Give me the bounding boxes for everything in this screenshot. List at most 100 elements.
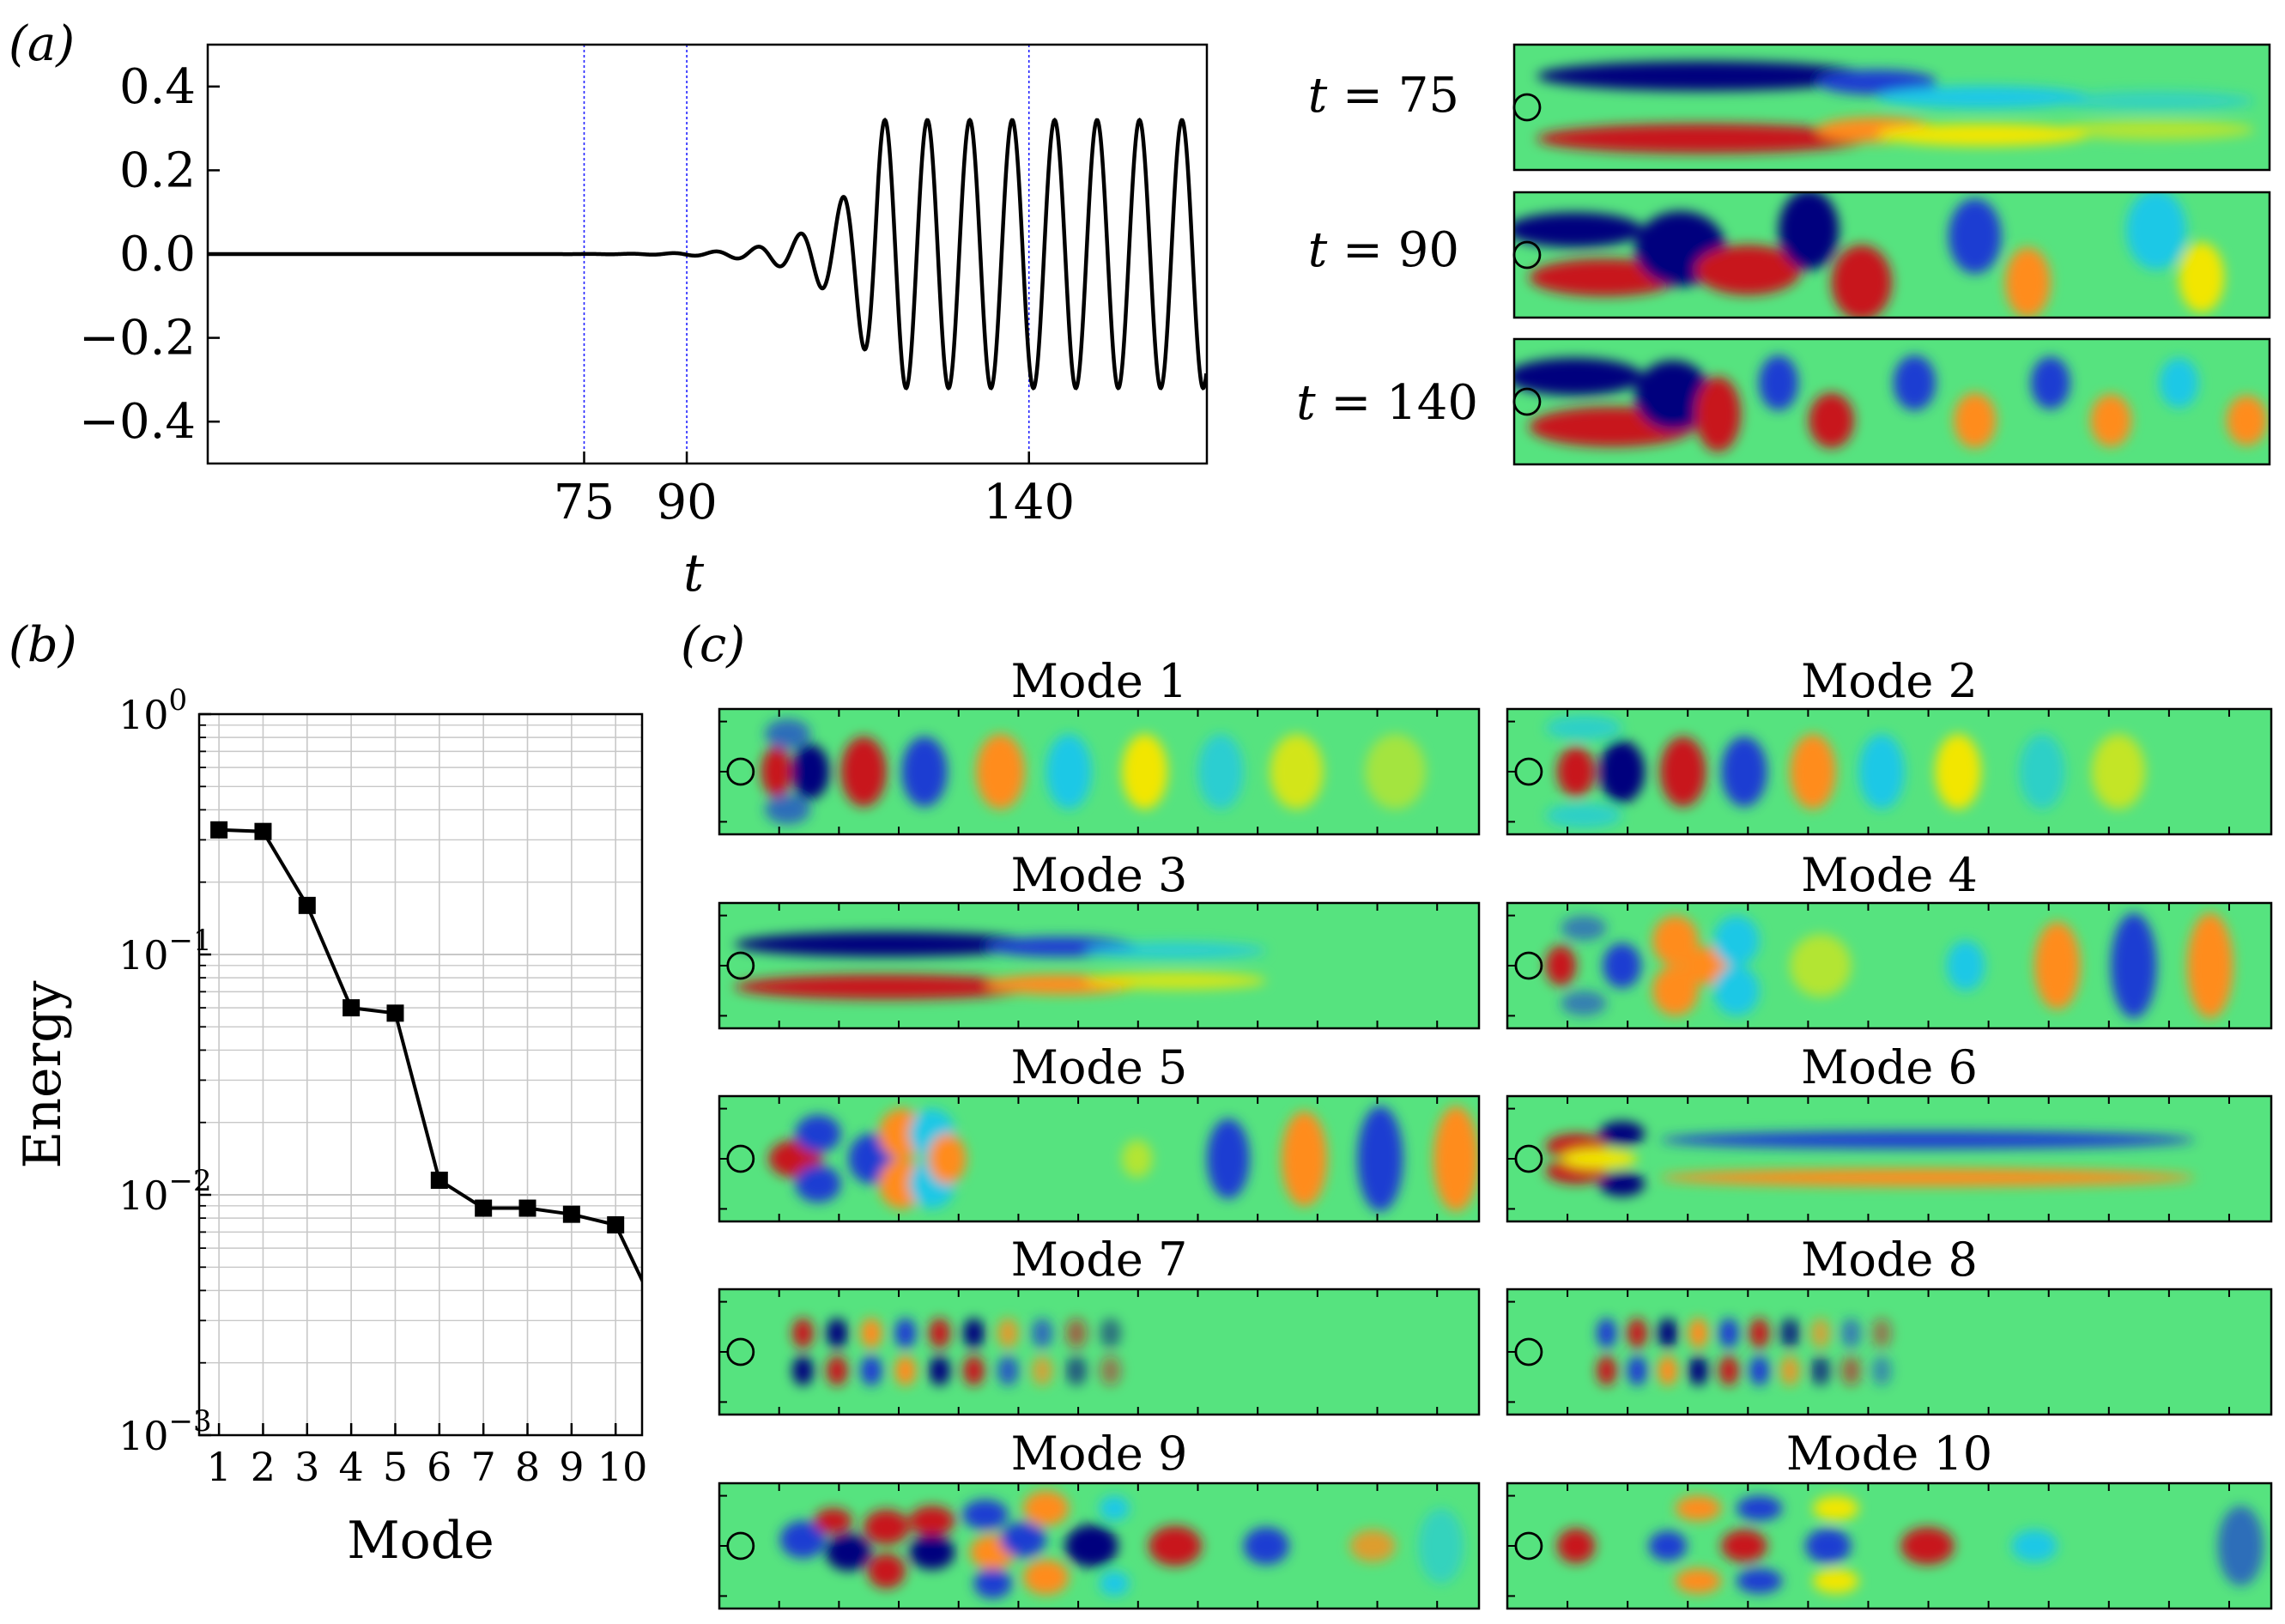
vortex-blob — [894, 1318, 917, 1348]
vortex-blob — [1779, 1355, 1800, 1386]
vortex-blob — [826, 1355, 848, 1386]
vortex-blob — [1660, 1168, 2195, 1187]
energy-marker — [342, 999, 361, 1017]
vortex-blob — [2179, 242, 2225, 313]
vortex-blob — [1718, 1355, 1739, 1386]
mode-title: Mode 5 — [1011, 1040, 1188, 1094]
vortex-blob — [929, 1355, 951, 1386]
y-tick-label: −0.4 — [79, 394, 196, 450]
vortex-blob — [1065, 1355, 1088, 1386]
vortex-blob — [1100, 1355, 1122, 1386]
x-tick-label: 2 — [251, 1444, 276, 1490]
vortex-blob — [765, 718, 811, 749]
vortex-blob — [2125, 192, 2187, 270]
energy-marker — [475, 1199, 493, 1217]
vortex-blob — [1603, 942, 1641, 989]
vortex-blob — [1648, 1530, 1688, 1561]
vortex-blob — [1652, 966, 1699, 1016]
vortex-blob — [2091, 734, 2146, 809]
vortex-blob — [1598, 1171, 1646, 1197]
vortex-blob — [1876, 86, 2088, 109]
cylinder-outline — [1514, 757, 1543, 786]
mode-title: Mode 6 — [1801, 1040, 1978, 1094]
cylinder-outline — [1512, 240, 1542, 270]
vortex-blob — [928, 1133, 967, 1185]
vortex-blob — [1790, 934, 1852, 997]
vortex-blob — [1627, 1318, 1647, 1348]
snapshot-field — [1512, 43, 2271, 172]
vortex-blob — [765, 794, 811, 825]
field-background — [719, 903, 1479, 1028]
vortex-blob — [2058, 119, 2255, 140]
vortex-blob — [1660, 736, 1706, 807]
energy-marker — [607, 1215, 625, 1233]
vortex-blob — [795, 1165, 841, 1203]
vortex-blob — [1634, 360, 1711, 431]
energy-marker — [210, 821, 228, 839]
vortex-blob — [1418, 1508, 1464, 1584]
vortex-blob — [1871, 1355, 1892, 1386]
vortex-blob — [1675, 1495, 1722, 1521]
vortex-blob — [2019, 734, 2065, 809]
vortex-blob — [1556, 746, 1596, 797]
snapshot-label-75: t = 75 — [1308, 68, 1459, 124]
vortex-blob — [1805, 1528, 1852, 1564]
vortex-blob — [1149, 1525, 1202, 1566]
x-tick-label: 90 — [656, 475, 717, 530]
vortex-blob — [1122, 1140, 1153, 1178]
vortex-blob — [976, 734, 1025, 809]
vortex-blob — [1840, 1318, 1862, 1348]
panel-label-c: (c) — [681, 617, 745, 673]
mode-title: Mode 1 — [1011, 654, 1188, 708]
energy-marker — [518, 1199, 536, 1217]
x-tick-label: 8 — [515, 1444, 540, 1490]
vortex-blob — [1779, 192, 1840, 270]
vortex-blob — [1810, 1355, 1831, 1386]
vortex-blob — [1349, 1530, 1396, 1562]
cylinder-outline — [1514, 1144, 1543, 1173]
vortex-blob — [901, 736, 948, 807]
vortex-blob — [1556, 1528, 1596, 1564]
vortex-blob — [1779, 1318, 1800, 1348]
energy-marker — [386, 1004, 404, 1022]
vortex-blob — [1946, 940, 1985, 991]
vortex-blob — [1031, 1318, 1053, 1348]
vortex-blob — [1023, 1560, 1070, 1595]
vortex-blob — [1597, 1355, 1617, 1386]
y-tick-label: 10−3 — [118, 1404, 212, 1459]
vortex-blob — [1900, 1527, 1955, 1565]
vortex-blob — [1197, 734, 1244, 809]
y-tick-label: −0.2 — [79, 311, 196, 367]
mode-title: Mode 7 — [1011, 1233, 1188, 1287]
vortex-blob — [795, 1114, 841, 1153]
vortex-blob — [1718, 1318, 1739, 1348]
y-tick-label: 10−1 — [118, 924, 212, 979]
vortex-blob — [909, 1534, 955, 1570]
cylinder-outline — [726, 1144, 755, 1173]
vortex-blob — [1536, 60, 1870, 92]
vortex-blob — [1660, 1130, 2195, 1149]
vortex-blob — [1561, 1148, 1638, 1169]
vortex-blob — [860, 1318, 882, 1348]
vortex-blob — [1099, 1571, 1130, 1597]
vortex-blob — [1545, 803, 1622, 828]
y-tick-label: 0.2 — [119, 142, 196, 198]
vortex-blob — [1083, 972, 1267, 990]
vortex-blob — [1627, 1355, 1647, 1386]
mode-title: Mode 10 — [1786, 1427, 1992, 1481]
mode-title: Mode 4 — [1801, 848, 1978, 902]
vortex-blob — [1031, 1355, 1053, 1386]
field-background — [719, 1096, 1479, 1221]
field-background — [719, 1289, 1479, 1415]
vortex-blob — [1831, 245, 1892, 318]
mode-field — [1506, 901, 2273, 1030]
vortex-blob — [1433, 1106, 1479, 1212]
vortex-blob — [1876, 123, 2088, 147]
vortex-blob — [1598, 1121, 1646, 1147]
vortex-blob — [1721, 1530, 1767, 1562]
vortex-blob — [1813, 1568, 1859, 1594]
vortex-blob — [1713, 966, 1760, 1016]
panel-b-ylabel: Energy — [13, 980, 73, 1168]
vortex-blob — [929, 1318, 951, 1348]
vortex-blob — [840, 736, 887, 807]
